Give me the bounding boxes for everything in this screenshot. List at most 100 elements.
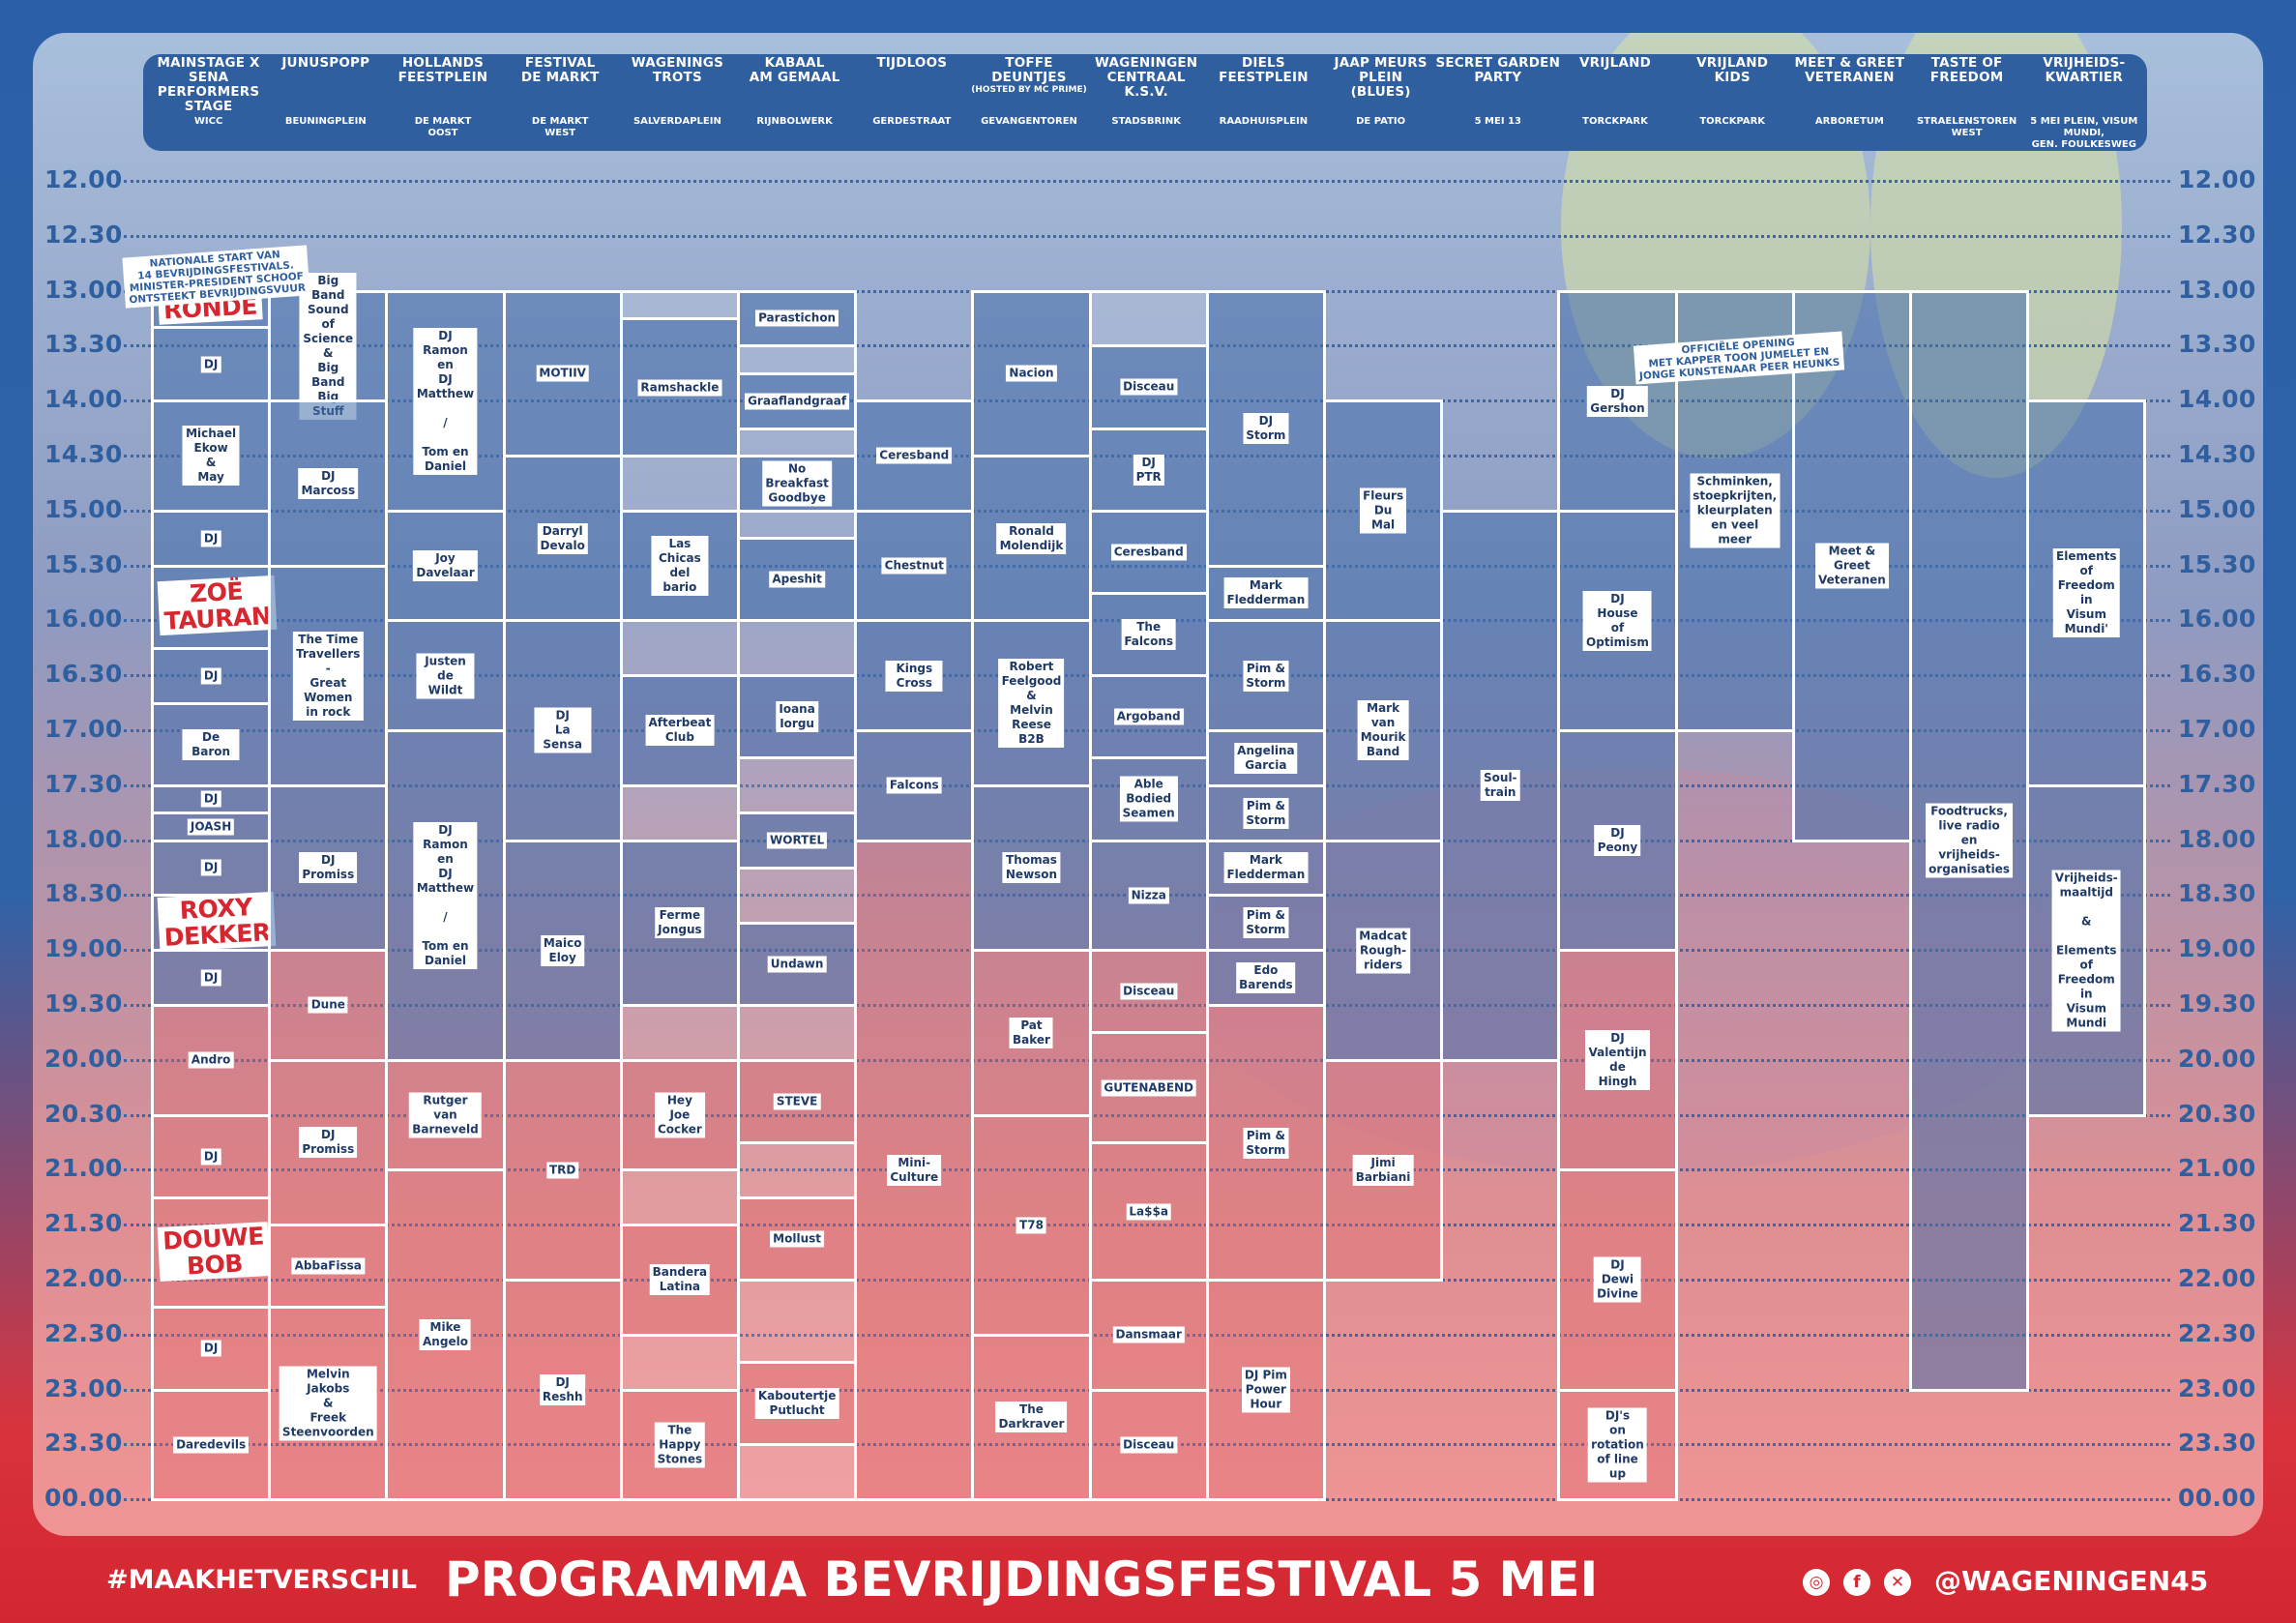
schedule-slot: GUTENABEND — [1088, 1031, 1209, 1144]
stage-header: Hollands Feestplein De Markt Oost — [379, 56, 506, 149]
schedule-slot — [619, 1004, 740, 1062]
act-label: DJ Dewi Divine — [1594, 1256, 1641, 1303]
act-label: Elements of Freedom in Visum Mundi' — [2053, 548, 2120, 638]
schedule-slot — [737, 344, 858, 375]
schedule-slot — [737, 1141, 858, 1199]
time-label-right: 14.00 — [2178, 385, 2256, 414]
schedule-slot: The Happy Stones — [619, 1388, 740, 1502]
act-label: Mini- Culture — [887, 1154, 942, 1186]
stage-location: De Markt Oost — [414, 116, 472, 138]
time-label-left: 23.00 — [44, 1373, 123, 1402]
time-gridline — [124, 1224, 2170, 1227]
stage-header: Mainstage x SENA Performers Stage WICC — [145, 56, 272, 149]
stage-name: Tijdloos — [876, 55, 948, 71]
stage-header: Wagenings Trots Salverdaplein — [614, 56, 741, 149]
schedule-slot: DJ — [151, 646, 272, 705]
stage-header: Taste of Freedom Straelenstoren West — [1903, 56, 2030, 149]
schedule-slot: Mark Fledderman — [1205, 839, 1326, 898]
act-label: Mike Angelo — [420, 1319, 471, 1351]
time-label-right: 15.00 — [2178, 494, 2256, 523]
instagram-icon[interactable]: ◎ — [1803, 1569, 1830, 1596]
schedule-slot: Mini- Culture — [854, 839, 975, 1502]
act-label: DJ — [200, 667, 221, 685]
schedule-slot: De Baron — [151, 701, 272, 787]
act-label: Mark Fledderman — [1223, 852, 1309, 884]
schedule-slot: DJ La Sensa — [502, 619, 623, 842]
act-label: DJ La Sensa — [534, 707, 592, 753]
act-label: DJ Valentijn de Hingh — [1585, 1030, 1650, 1091]
stage-header: Vrijheids- kwartier 5 Mei Plein, Visum Mu… — [2020, 56, 2147, 151]
footer-handle: @WAGENINGEN45 — [1934, 1565, 2209, 1597]
schedule-slot: DJ Peony — [1557, 729, 1678, 953]
stage-name: Kabaal Am Gemaal — [749, 55, 840, 85]
act-label: No Breakfast Goodbye — [762, 460, 832, 507]
act-label: DJ — [200, 530, 221, 547]
time-label-right: 12.30 — [2178, 220, 2256, 249]
schedule-slot: Robert Feelgood & Melvin Reese B2B — [971, 619, 1092, 787]
time-label-left: 12.30 — [44, 220, 123, 249]
act-label: Disceau — [1120, 1436, 1178, 1454]
act-label: Melvin Jakobs & Freek Steenvoorden — [279, 1366, 377, 1441]
schedule-slot: Ronald Molendijk — [971, 455, 1092, 623]
act-label: Hey Joe Cocker — [654, 1092, 705, 1138]
headliner-label: ROXY DEKKER — [157, 891, 277, 952]
act-label: DJ — [200, 1148, 221, 1166]
stage-location: Torckpark — [1699, 116, 1766, 127]
act-label: Kaboutertje Putlucht — [754, 1388, 839, 1420]
time-label-left: 15.30 — [44, 549, 123, 578]
stage-name: Festival De Markt — [520, 55, 600, 85]
time-gridline — [124, 1168, 2170, 1172]
act-label: Parastichon — [755, 310, 839, 327]
schedule-slot: Ceresband — [854, 399, 975, 513]
schedule-slot: Joy Davelaar — [385, 509, 506, 623]
time-label-right: 20.30 — [2178, 1099, 2256, 1128]
act-label: DJ — [200, 1340, 221, 1357]
time-label-right: 16.30 — [2178, 660, 2256, 689]
time-label-left: 20.30 — [44, 1099, 123, 1128]
time-label-right: 19.00 — [2178, 934, 2256, 963]
schedule-slot: Andro — [151, 1004, 272, 1117]
facebook-icon[interactable]: f — [1843, 1569, 1870, 1596]
schedule-slot: Pim & Storm — [1205, 894, 1326, 953]
schedule-slot: DJ — [151, 949, 272, 1007]
schedule-slot — [619, 1168, 740, 1227]
time-label-left: 19.00 — [44, 934, 123, 963]
stage-location: Torckpark — [1582, 116, 1648, 127]
stage-header: Junuspopp Beuningplein — [262, 56, 389, 149]
footer-title: PROGRAMMA BEVRIJDINGSFESTIVAL 5 MEI — [445, 1551, 1599, 1608]
act-label: Angelina Garcia — [1234, 742, 1298, 774]
stage-location: Straelenstoren West — [1916, 116, 2017, 138]
act-label: Ioana Iorgu — [776, 701, 818, 733]
schedule-slot: Big Band Sound of Science & Big Band Big… — [268, 272, 389, 420]
stage-header: Vrijland Torckpark — [1551, 56, 1678, 149]
time-label-left: 15.00 — [44, 494, 123, 523]
schedule-slot: DJ — [151, 509, 272, 568]
schedule-slot: Pim & Storm — [1205, 1004, 1326, 1282]
schedule-slot — [737, 1279, 858, 1365]
time-label-right: 18.30 — [2178, 879, 2256, 908]
schedule-slot: DJ Valentijn de Hingh — [1557, 949, 1678, 1172]
act-label: Dansmaar — [1112, 1326, 1185, 1343]
stage-name: Vrijland — [1578, 55, 1651, 71]
act-label: Rutger van Barneveld — [409, 1092, 482, 1138]
schedule-slot: Madcat Rough- riders — [1323, 839, 1444, 1062]
act-label: The Happy Stones — [654, 1422, 706, 1468]
time-label-right: 21.00 — [2178, 1154, 2256, 1183]
act-label: Ramshackle — [637, 379, 722, 396]
schedule-slot: Melvin Jakobs & Freek Steenvoorden — [268, 1306, 389, 1502]
schedule-slot: DJ Dewi Divine — [1557, 1168, 1678, 1392]
schedule-slot — [737, 1443, 858, 1502]
time-label-left: 23.30 — [44, 1429, 123, 1458]
time-label-left: 13.00 — [44, 275, 123, 304]
schedule-slot: DJ Promiss — [268, 1058, 389, 1227]
time-label-left: 14.30 — [44, 440, 123, 468]
stage-name: Diels Feestplein — [1219, 55, 1309, 85]
schedule-slot: DJ — [151, 1113, 272, 1199]
x-icon[interactable]: ✕ — [1884, 1569, 1911, 1596]
schedule-slot: Maico Eloy — [502, 839, 623, 1062]
time-label-left: 17.30 — [44, 769, 123, 798]
act-label: Daredevils — [173, 1436, 250, 1454]
stage-location: Beuningplein — [284, 116, 367, 127]
act-label: Las Chicas del bario — [651, 536, 709, 597]
schedule-slot: Mark van Mourik Band — [1323, 619, 1444, 842]
